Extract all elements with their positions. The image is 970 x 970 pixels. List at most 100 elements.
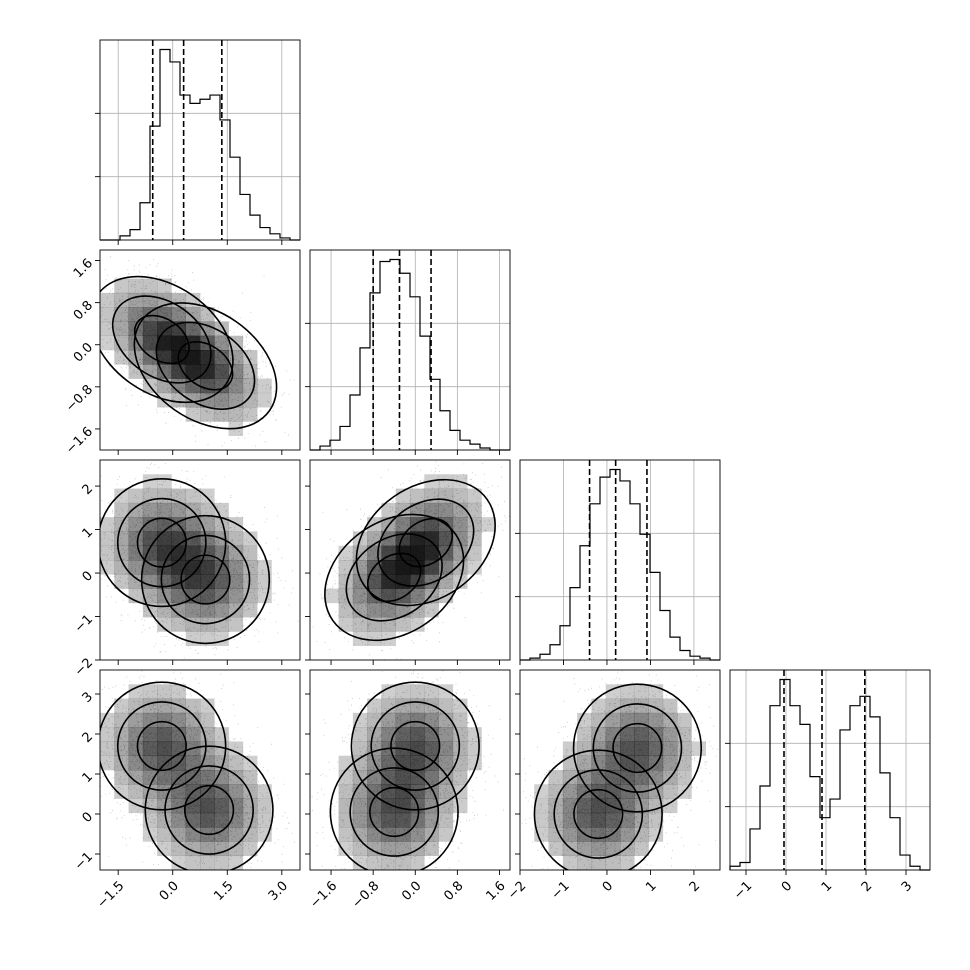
density-cell [157, 531, 172, 547]
density-cell [662, 698, 678, 714]
contour-line [573, 788, 624, 840]
density-cell [242, 350, 258, 365]
density-cell [338, 812, 354, 828]
density-cell [352, 798, 368, 814]
x-tick-label: 3 [899, 879, 915, 895]
density-cell [128, 698, 144, 714]
density-cell [620, 827, 635, 842]
density-cell [114, 545, 129, 561]
density-cell [157, 755, 172, 771]
density-cell [185, 307, 201, 322]
density-cell [142, 474, 158, 489]
density-cell [171, 841, 187, 857]
density-cell [410, 684, 425, 699]
density-cell [410, 517, 425, 532]
density-cell [128, 531, 144, 547]
y-tick-label: 0.0 [71, 340, 96, 365]
density-cell [424, 770, 439, 785]
density-cell [548, 784, 564, 799]
x-tick-label: −2 [505, 879, 529, 903]
density-cell [228, 784, 244, 799]
density-cell [228, 517, 244, 532]
density-cell [662, 755, 678, 771]
hist-panel-1 [305, 249, 511, 455]
density-cell [171, 502, 187, 518]
density-cell [395, 841, 411, 857]
density-cell [562, 855, 578, 870]
x-tick-label: 0.0 [399, 879, 424, 904]
density-cell [620, 698, 635, 714]
density-cell [591, 741, 607, 757]
contour-line [324, 513, 465, 642]
x-tick-label: 0.0 [157, 879, 182, 904]
x-tick-label: 2 [859, 879, 875, 895]
density-cell [352, 812, 368, 828]
density-cell [452, 698, 468, 714]
density-cell [171, 335, 187, 351]
density-cell [438, 827, 454, 842]
y-tick-label: 1.6 [71, 256, 96, 281]
density-cell [242, 841, 258, 857]
density-cell [410, 545, 425, 561]
density-cell [438, 784, 454, 799]
density-cell [171, 684, 187, 699]
axes-frame [309, 249, 511, 451]
density-cell [114, 292, 129, 308]
density-cell [324, 588, 339, 604]
density-cell [481, 517, 497, 532]
density-cell [591, 827, 607, 842]
contour-line [140, 514, 271, 645]
density-cell [338, 617, 354, 632]
axes-frame [99, 39, 301, 241]
density-cell [452, 712, 468, 728]
density-cell [534, 798, 549, 814]
density-cell [395, 574, 411, 589]
density-cell [185, 407, 201, 422]
density-cell [185, 517, 201, 532]
density-cell [381, 712, 397, 728]
density-cell [100, 560, 115, 575]
density-cell [157, 474, 172, 489]
density-cell [257, 784, 272, 799]
density-cell [200, 574, 215, 589]
density-cell [367, 712, 382, 728]
density-cell [100, 755, 115, 771]
density-cell [185, 855, 201, 870]
y-tick-label: −1.6 [63, 424, 96, 457]
scatter-points [100, 460, 299, 659]
density-cell [381, 574, 397, 589]
density-cell [171, 727, 187, 742]
density-cell [452, 517, 468, 532]
density-cell [381, 784, 397, 799]
density-cell [620, 855, 635, 870]
density-cell [395, 755, 411, 771]
density-cell [214, 827, 229, 842]
density-cell [157, 684, 172, 699]
density-cell [381, 560, 397, 575]
density-cell [114, 307, 129, 322]
contour-line [133, 302, 278, 430]
contour-line [369, 786, 420, 838]
density-cell [214, 574, 229, 589]
density-cell [128, 545, 144, 561]
density-cell [381, 545, 397, 561]
density-cell [367, 855, 382, 870]
density-cell [185, 488, 201, 504]
density-cell [452, 741, 468, 757]
density-cell [648, 812, 664, 828]
density-cell [410, 617, 425, 632]
hist-panel-2 [515, 459, 721, 665]
density-cell [200, 602, 215, 618]
density-cell [214, 502, 229, 518]
density-cell [185, 560, 201, 575]
density-cell [157, 770, 172, 785]
panel-content [520, 670, 719, 870]
density-cell [438, 474, 454, 489]
density-cell [214, 350, 229, 365]
density-cell [367, 698, 382, 714]
y-tick-label: 1 [80, 525, 96, 541]
density-cell [424, 712, 439, 728]
density-cell [100, 292, 115, 308]
density-cell [395, 727, 411, 742]
density-cell [395, 588, 411, 604]
